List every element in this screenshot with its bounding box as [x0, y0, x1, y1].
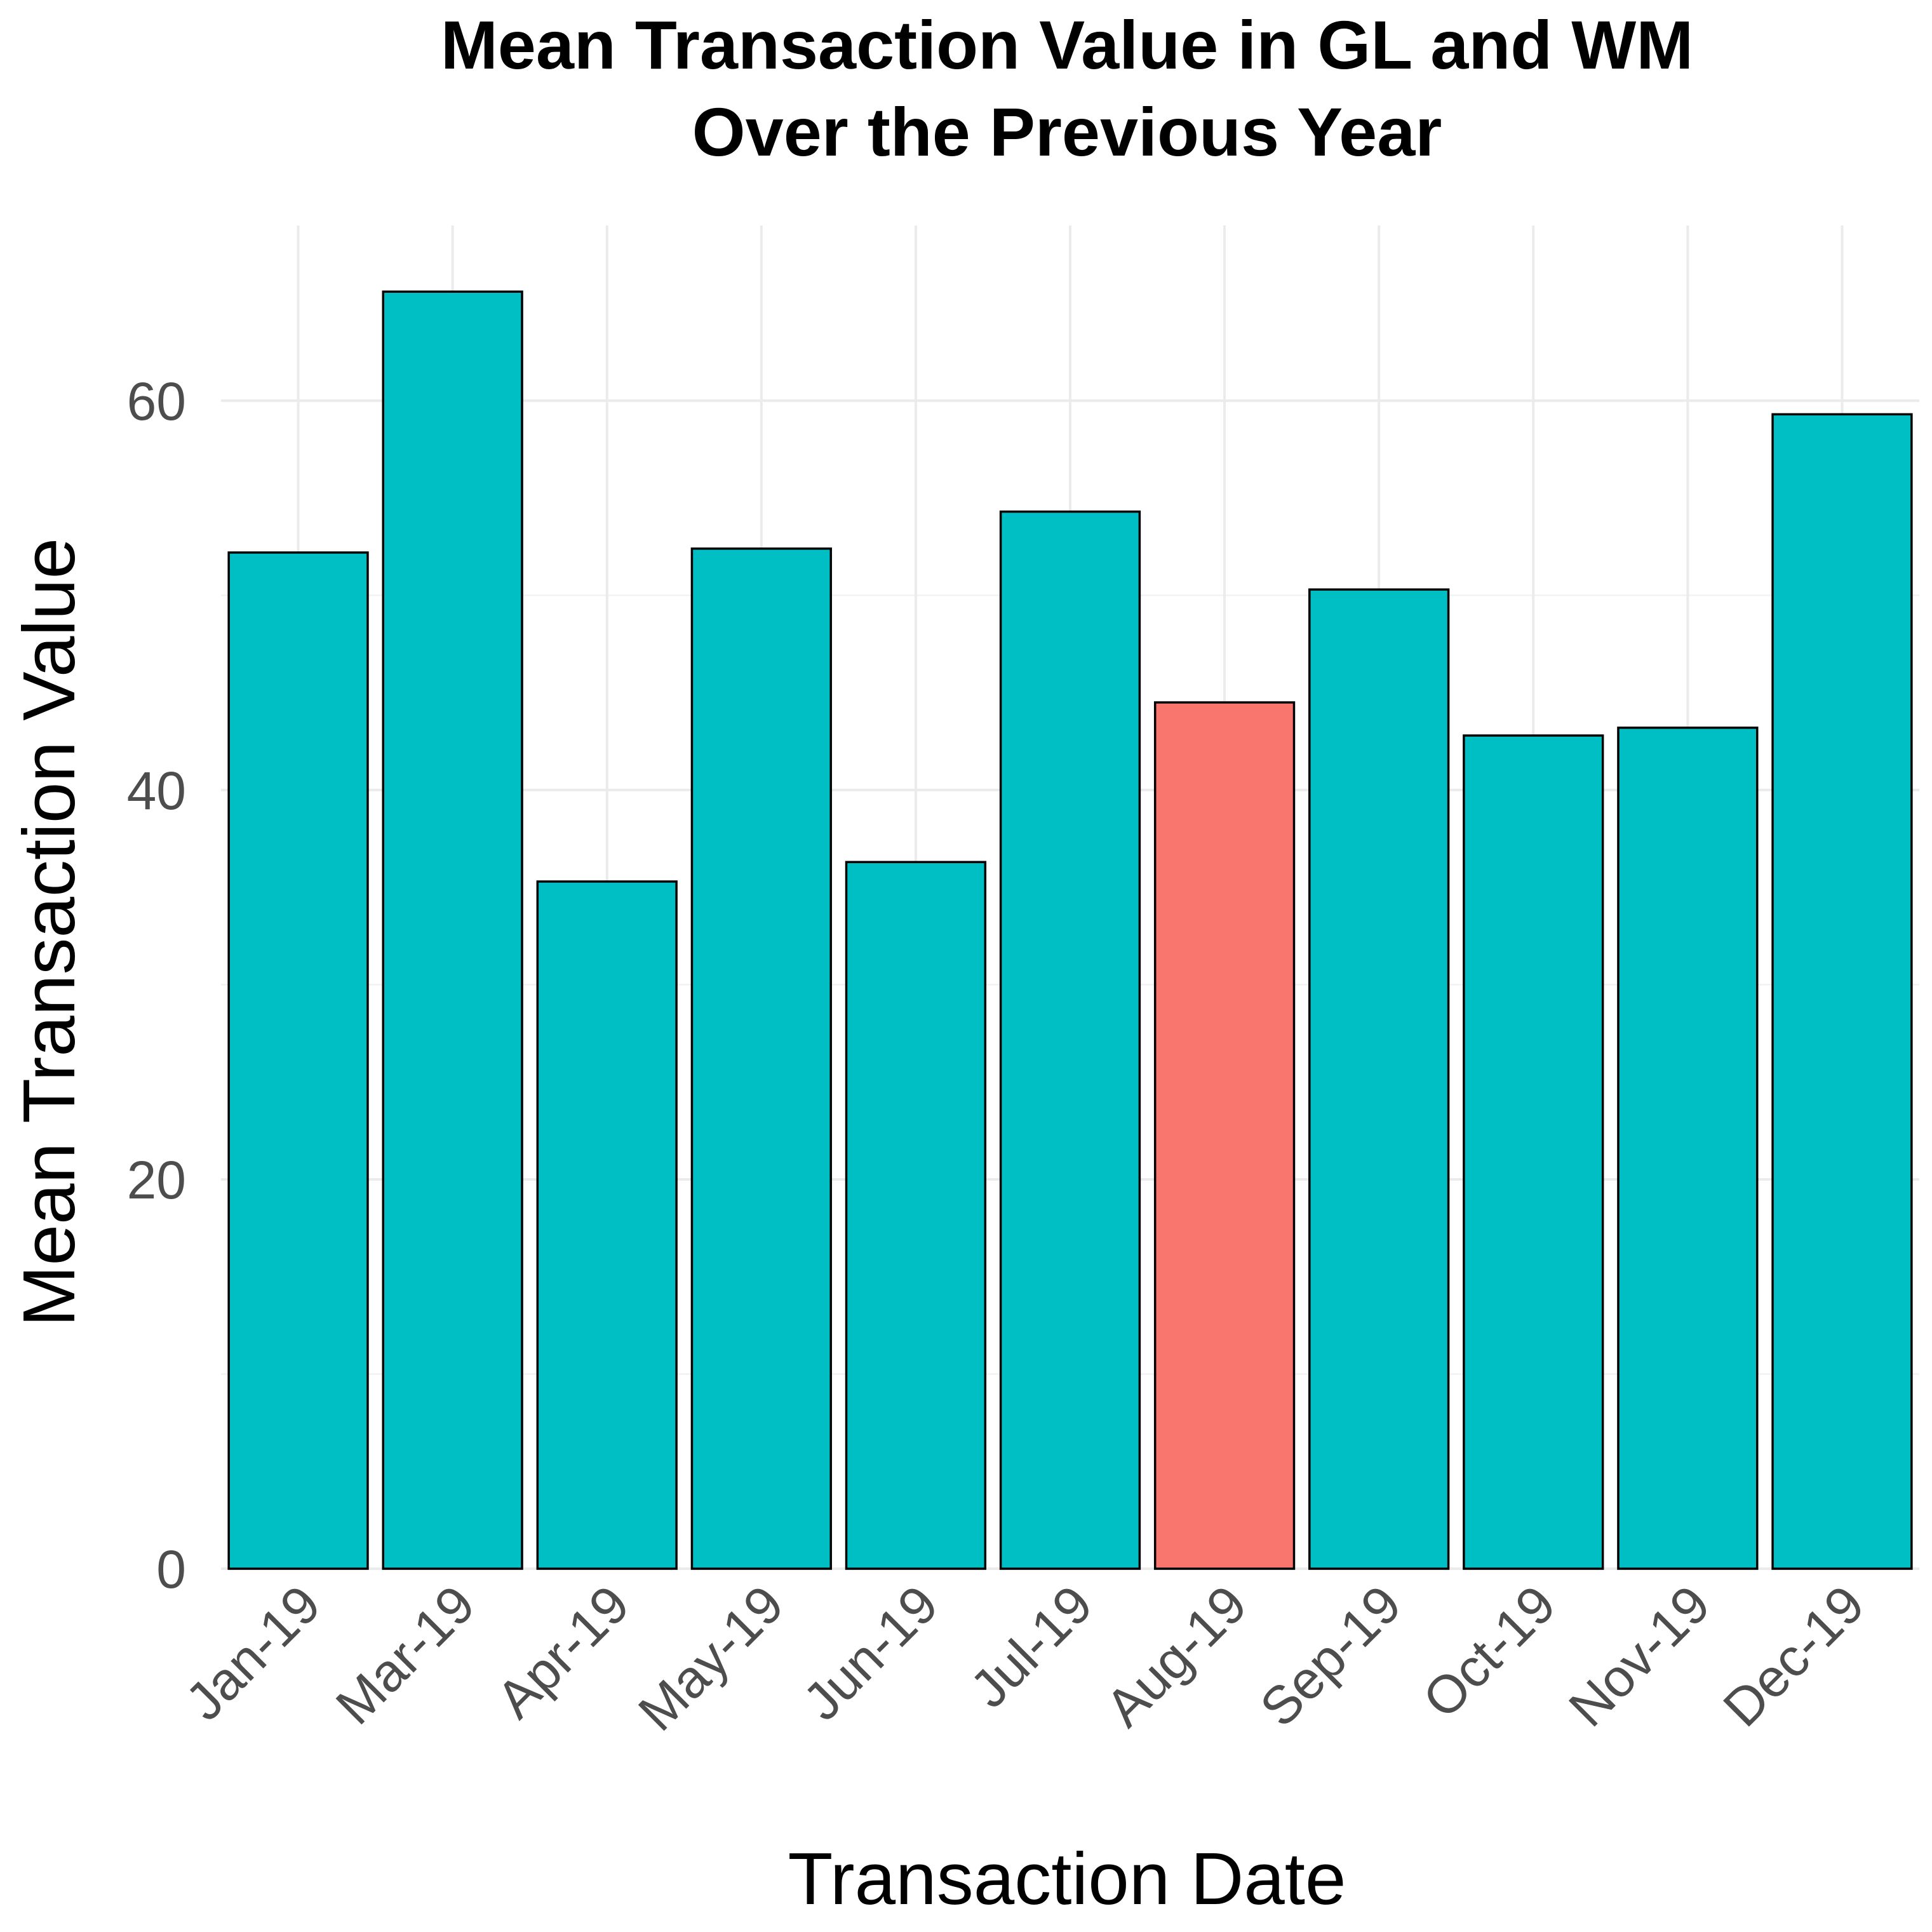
bar-jul-19: [999, 510, 1141, 1570]
y-axis-title: Mean Transaction Value: [8, 538, 90, 1327]
x-tick-label: Mar-19: [325, 1574, 486, 1736]
chart-title: Mean Transaction Value in GL and WM: [441, 6, 1693, 83]
x-tick-label: Jun-19: [792, 1574, 949, 1731]
y-tick-label: 0: [156, 1540, 186, 1599]
x-tick-label: Dec-19: [1712, 1574, 1875, 1738]
bar-mar-19: [382, 290, 523, 1570]
x-tick-label: Aug-19: [1094, 1574, 1258, 1738]
x-tick-label: May-19: [627, 1574, 795, 1742]
y-tick-labels: 0 20 40 60: [127, 372, 186, 1599]
bar-sep-19: [1308, 588, 1450, 1570]
bar-jun-19: [845, 861, 987, 1570]
bars: [227, 290, 1913, 1570]
bar-oct-19: [1463, 734, 1604, 1570]
y-tick-label: 40: [127, 761, 186, 821]
bar-may-19: [690, 547, 832, 1570]
y-tick-label: 20: [127, 1150, 186, 1210]
bar-dec-19: [1771, 413, 1913, 1570]
x-tick-label: Oct-19: [1411, 1574, 1567, 1729]
x-tick-label: Jan-19: [174, 1574, 332, 1731]
bar-aug-19: [1153, 701, 1296, 1570]
bar-nov-19: [1617, 727, 1759, 1570]
bar-jan-19: [227, 551, 369, 1570]
bar-apr-19: [536, 880, 678, 1570]
x-tick-label: Jul-19: [958, 1574, 1103, 1719]
x-tick-label: Apr-19: [485, 1574, 641, 1729]
x-tick-label: Sep-19: [1249, 1574, 1412, 1738]
chart-subtitle: Over the Previous Year: [692, 93, 1442, 170]
x-axis-title: Transaction Date: [788, 1837, 1346, 1920]
x-tick-label: Nov-19: [1557, 1574, 1721, 1738]
y-tick-label: 60: [127, 372, 186, 431]
